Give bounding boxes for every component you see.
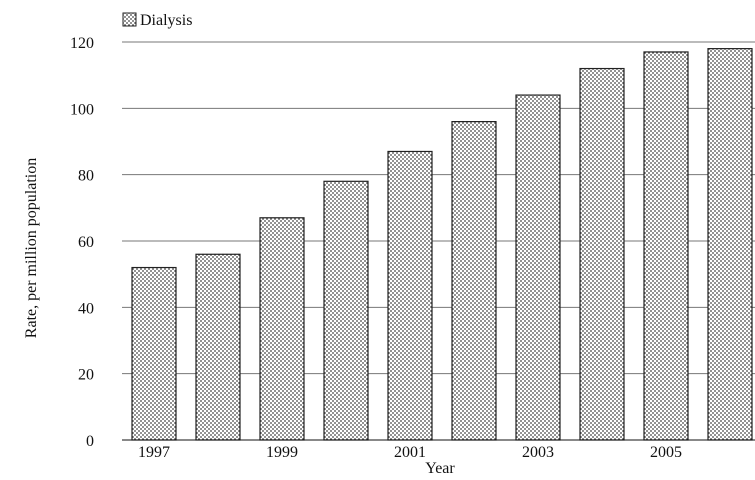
x-tick-label: 2005 bbox=[650, 444, 682, 461]
bar-2005 bbox=[643, 51, 689, 441]
y-tick-label: 0 bbox=[86, 433, 94, 450]
bar-1997 bbox=[131, 266, 177, 441]
bar-2000 bbox=[323, 180, 369, 441]
y-axis-title: Rate, per million population bbox=[23, 158, 40, 338]
x-axis-title: Year bbox=[425, 460, 455, 477]
bar-2001 bbox=[387, 150, 433, 441]
legend-swatch bbox=[122, 12, 137, 27]
y-tick-labels: 0 20 40 60 80 100 120 bbox=[70, 35, 94, 450]
y-tick-label: 20 bbox=[78, 367, 94, 384]
y-tick-label: 40 bbox=[78, 300, 94, 317]
bar-1998 bbox=[195, 253, 241, 441]
y-tick-label: 100 bbox=[70, 101, 94, 118]
bar-1999 bbox=[259, 217, 305, 441]
x-tick-label: 1997 bbox=[138, 444, 170, 461]
bars bbox=[131, 48, 753, 441]
y-tick-label: 120 bbox=[70, 35, 94, 52]
y-tick-label: 60 bbox=[78, 234, 94, 251]
x-tick-labels: 1997 1999 2001 2003 2005 bbox=[138, 444, 682, 461]
x-tick-label: 2003 bbox=[522, 444, 554, 461]
legend-label: Dialysis bbox=[140, 12, 192, 29]
x-tick-label: 1999 bbox=[266, 444, 298, 461]
bar-2006 bbox=[707, 48, 753, 441]
y-tick-label: 80 bbox=[78, 168, 94, 185]
legend: Dialysis bbox=[122, 12, 192, 29]
x-tick-label: 2001 bbox=[394, 444, 426, 461]
bar-2004 bbox=[579, 67, 625, 441]
bar-2002 bbox=[451, 120, 497, 441]
bar-2003 bbox=[515, 94, 561, 441]
